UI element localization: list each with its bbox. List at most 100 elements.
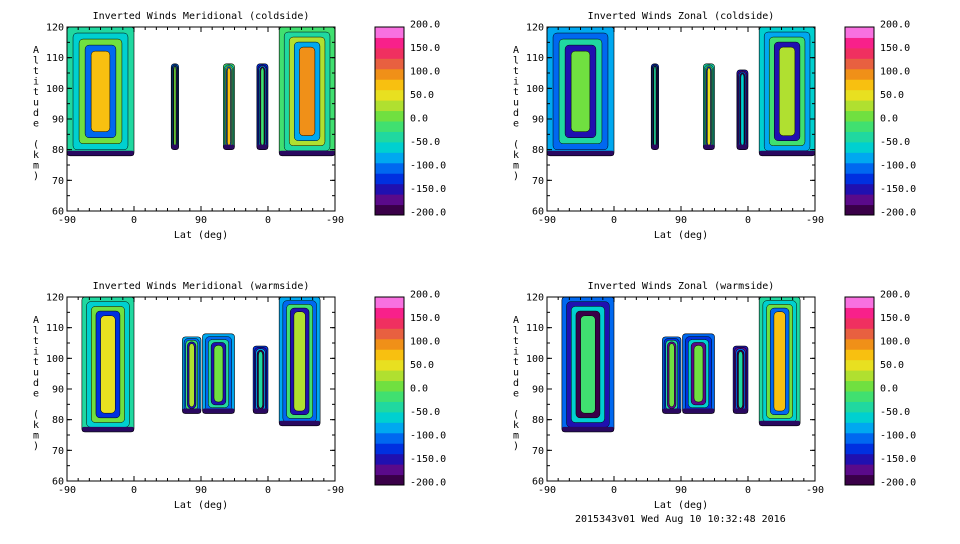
y-axis-label-char: l <box>33 326 39 337</box>
contour-band <box>580 315 596 414</box>
colorbar-segment <box>845 37 874 49</box>
colorbar-label: -50.0 <box>410 137 440 148</box>
y-tick-label: 120 <box>46 23 64 34</box>
y-tick-label: 60 <box>52 477 64 488</box>
contour-band <box>668 343 675 408</box>
x-tick-label: 90 <box>195 485 207 496</box>
colorbar-segment <box>375 100 404 112</box>
y-axis-label-char: u <box>513 98 519 109</box>
y-tick-label: 100 <box>526 84 544 95</box>
colorbar-label: -100.0 <box>880 431 916 442</box>
colorbar-segment <box>375 297 404 308</box>
contour-edge <box>182 408 201 414</box>
colorbar-segment <box>375 47 404 59</box>
y-axis-label-char: ( <box>33 140 39 151</box>
panel-2: Inverted Winds Zonal (coldside) 60 70 80 90 1… <box>513 11 916 241</box>
colorbar-segment <box>845 27 874 38</box>
contour-band <box>707 67 711 146</box>
y-axis-label-char: m <box>513 161 519 172</box>
contour-band <box>740 73 745 146</box>
colorbar-segment <box>375 27 404 38</box>
x-tick-label: 0 <box>131 485 137 496</box>
colorbar-label: 100.0 <box>410 67 440 78</box>
contour-band <box>773 311 786 412</box>
y-axis-label-char: m <box>33 431 39 442</box>
contour-outline <box>682 333 715 414</box>
x-tick-label: 90 <box>195 215 207 226</box>
x-axis-label: Lat (deg) <box>174 230 228 241</box>
colorbar-segment <box>845 370 874 382</box>
y-axis-label-char: ) <box>513 441 519 452</box>
y-axis-label-char: t <box>513 336 519 347</box>
colorbar-frame <box>374 296 405 486</box>
y-axis-label-char: e <box>33 389 39 400</box>
colorbar-segment <box>845 317 874 329</box>
colorbar-segment <box>845 58 874 70</box>
colorbar-segment <box>375 474 404 486</box>
contour-outline <box>256 63 269 150</box>
x-axis-label: Lat (deg) <box>654 500 708 511</box>
footer-timestamp: 2015343v01 Wed Aug 10 10:32:48 2016 <box>575 514 786 525</box>
contour-edge <box>682 408 715 414</box>
contour-outline <box>170 63 179 150</box>
chart-title: Inverted Winds Meridional (coldside) <box>93 11 310 22</box>
y-axis-label-char: i <box>513 77 519 88</box>
contour-edge <box>279 150 335 156</box>
colorbar-segment <box>845 464 874 476</box>
x-tick-label: -90 <box>58 215 76 226</box>
chart-title: Inverted Winds Zonal (warmside) <box>588 281 775 292</box>
y-tick-label: 70 <box>52 176 64 187</box>
colorbar-segment <box>845 89 874 101</box>
y-tick-label: 90 <box>532 115 544 126</box>
contour-band <box>260 67 265 146</box>
contour-outline <box>736 69 749 150</box>
colorbar-segment <box>845 422 874 434</box>
y-axis-label-char: t <box>33 66 39 77</box>
colorbar-label: 200.0 <box>880 20 910 31</box>
y-axis-label-char: ) <box>33 171 39 182</box>
contour-outline <box>182 336 202 414</box>
colorbar-segment <box>845 183 874 195</box>
contour-edge <box>736 144 748 150</box>
colorbar-label: -150.0 <box>880 454 916 465</box>
colorbar-segment <box>375 317 404 329</box>
colorbar-segment <box>375 204 404 216</box>
y-tick-label: 110 <box>526 53 544 64</box>
colorbar-label: 0.0 <box>880 384 898 395</box>
x-tick-label: -90 <box>806 485 824 496</box>
y-axis-label-char: m <box>513 431 519 442</box>
x-tick-label: -90 <box>538 215 556 226</box>
y-tick-label: 90 <box>52 115 64 126</box>
colorbar-segment <box>375 58 404 70</box>
colorbar-label: -200.0 <box>880 478 916 489</box>
y-tick-label: 110 <box>526 323 544 334</box>
colorbar-segment <box>845 131 874 143</box>
contour-edge <box>171 144 179 150</box>
colorbar-label: 200.0 <box>880 290 910 301</box>
y-tick-label: 100 <box>46 354 64 365</box>
x-tick-label: -90 <box>326 215 344 226</box>
contour-band <box>173 66 177 148</box>
contour-band <box>779 46 796 136</box>
colorbar-label: -50.0 <box>410 407 440 418</box>
contour-edge <box>651 144 659 150</box>
colorbar-segment <box>845 47 874 59</box>
contour-band <box>90 50 111 132</box>
colorbar-frame <box>844 296 875 486</box>
contour-edge <box>223 144 235 150</box>
colorbar-segment <box>375 89 404 101</box>
colorbar-label: 0.0 <box>410 384 428 395</box>
colorbar-label: -50.0 <box>880 137 910 148</box>
colorbar-segment <box>845 79 874 91</box>
colorbar-segment <box>375 141 404 153</box>
contour-outline <box>703 63 715 150</box>
y-axis-label-char: t <box>513 66 519 77</box>
colorbar-frame <box>844 26 875 216</box>
colorbar-label: 50.0 <box>880 90 904 101</box>
colorbar-segment <box>375 68 404 80</box>
x-tick-label: 0 <box>265 485 271 496</box>
y-tick-label: 80 <box>52 415 64 426</box>
y-axis-label-char: t <box>513 357 519 368</box>
panel-1: Inverted Winds Meridional (coldside) 60 70… <box>33 11 446 241</box>
y-tick-label: 120 <box>46 293 64 304</box>
